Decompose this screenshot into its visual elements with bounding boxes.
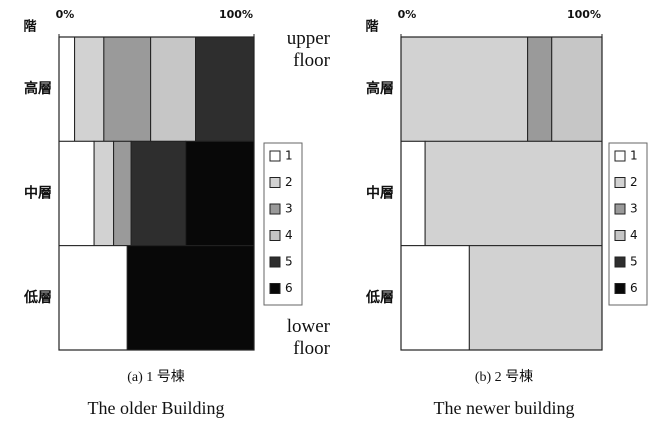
subtitle: The newer building	[434, 398, 575, 418]
legend-swatch	[269, 177, 281, 188]
y-tick-label: 中層	[24, 185, 52, 202]
bar-segment	[103, 36, 152, 142]
bar-segment	[113, 140, 132, 247]
legend-label: 2	[285, 175, 293, 189]
bar-segment	[551, 36, 603, 142]
legend-label: 4	[285, 228, 293, 242]
legend-box	[263, 142, 303, 306]
bar-segment	[185, 140, 255, 247]
plot-frame	[400, 36, 603, 351]
caption: (b) 2 号棟	[475, 369, 533, 385]
x-tick-label: 100%	[219, 8, 253, 21]
y-tick-label: 高層	[366, 80, 394, 97]
legend-label: 4	[630, 228, 638, 242]
legend-box	[608, 142, 648, 306]
y-tick-label: 低層	[365, 289, 394, 306]
bar-segment	[400, 140, 426, 247]
caption: (a) 1 号棟	[127, 369, 185, 385]
x-tick-label: 0%	[56, 8, 75, 21]
y-axis-label: 階	[365, 19, 378, 35]
legend-swatch	[269, 283, 281, 294]
legend-swatch	[269, 230, 281, 241]
y-axis-label: 階	[23, 19, 36, 35]
legend-label: 1	[285, 149, 293, 163]
y-tick-label: 低層	[23, 289, 52, 306]
legend-swatch	[614, 150, 626, 162]
bar-segment	[130, 140, 187, 247]
bar-segment	[527, 36, 553, 142]
legend-swatch	[269, 150, 281, 162]
bar-segment	[150, 36, 196, 142]
y-tick-label: 中層	[366, 185, 394, 202]
legend-label: 3	[630, 202, 638, 216]
bar-segment	[468, 245, 603, 351]
legend-swatch	[614, 256, 626, 268]
annotation: upper floor	[286, 28, 330, 71]
legend-swatch	[614, 230, 626, 241]
legend-label: 1	[630, 149, 638, 163]
legend-label: 5	[285, 255, 293, 269]
bar-segment	[400, 245, 470, 351]
legend-swatch	[614, 177, 626, 188]
legend-label: 2	[630, 175, 638, 189]
legend-label: 6	[630, 281, 638, 295]
bar-segment	[93, 140, 115, 247]
legend-label: 5	[630, 255, 638, 269]
bar-segment	[58, 140, 95, 247]
x-tick-label: 0%	[398, 8, 417, 21]
bar-segment	[195, 36, 255, 142]
bar-segment	[400, 36, 529, 142]
bar-segment	[424, 140, 603, 247]
legend-label: 3	[285, 202, 293, 216]
bar-segment	[126, 245, 255, 351]
plot-frame	[58, 36, 255, 351]
legend-label: 6	[285, 281, 293, 295]
bar-segment	[58, 36, 76, 142]
subtitle: The older Building	[88, 398, 225, 418]
legend-swatch	[614, 283, 626, 294]
annotation: lower floor	[286, 316, 330, 359]
legend-swatch	[269, 256, 281, 268]
y-tick-label: 高層	[24, 80, 52, 97]
bar-segment	[74, 36, 105, 142]
bar-segment	[58, 245, 128, 351]
x-tick-label: 100%	[567, 8, 601, 21]
legend-swatch	[614, 203, 626, 215]
legend-swatch	[269, 203, 281, 215]
